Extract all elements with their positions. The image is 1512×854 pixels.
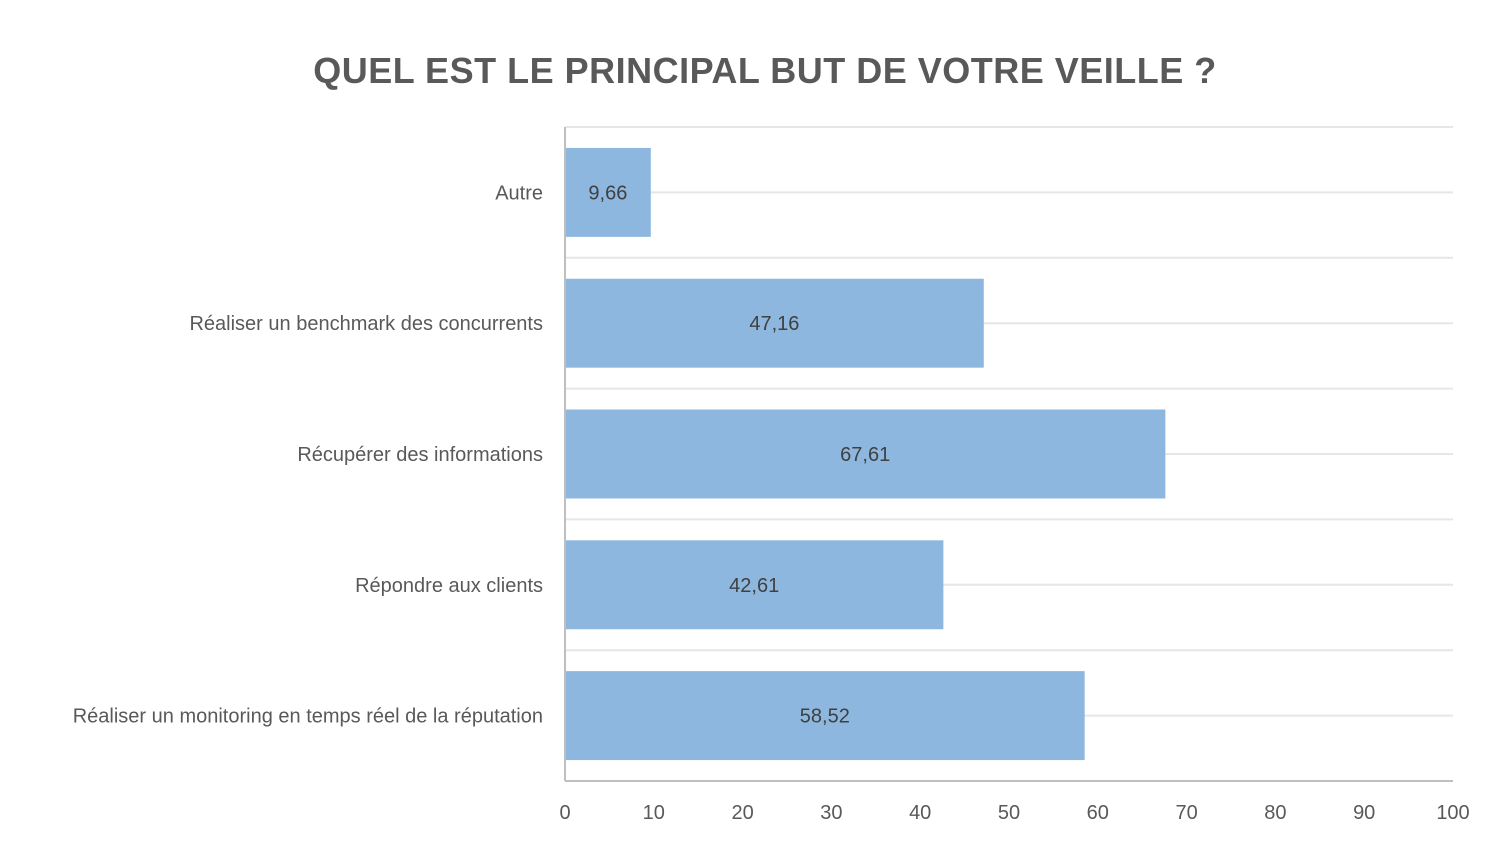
- data-label: 58,52: [800, 706, 850, 728]
- x-tick-label: 10: [643, 802, 665, 824]
- data-label: 67,61: [840, 444, 890, 466]
- axes: [564, 127, 1453, 782]
- bar: [565, 540, 944, 630]
- data-label: 42,61: [729, 575, 779, 597]
- x-tick-label: 20: [731, 802, 753, 824]
- bar: [565, 278, 984, 368]
- x-tick-label: 80: [1264, 802, 1286, 824]
- x-tick-label: 40: [909, 802, 931, 824]
- x-tick-label: 70: [1175, 802, 1197, 824]
- bar: [565, 409, 1166, 499]
- x-tick-label: 90: [1353, 802, 1375, 824]
- x-tick-label: 0: [559, 802, 570, 824]
- category-label: Récupérer des informations: [297, 444, 543, 466]
- category-label: Autre: [495, 182, 543, 204]
- labels: Autre Réaliser un benchmark des concurren…: [73, 182, 1470, 824]
- x-tick-label: 50: [998, 802, 1020, 824]
- x-tick-label: 60: [1087, 802, 1109, 824]
- category-label: Réaliser un monitoring en temps réel de …: [73, 706, 543, 728]
- bars: [565, 147, 1166, 761]
- chart-title: QUEL EST LE PRINCIPAL BUT DE VOTRE VEILL…: [313, 50, 1217, 91]
- bar: [565, 147, 651, 237]
- data-label: 47,16: [749, 313, 799, 335]
- x-tick-label: 30: [820, 802, 842, 824]
- x-tick-label: 100: [1436, 802, 1469, 824]
- category-label: Réaliser un benchmark des concurrents: [189, 313, 543, 335]
- bar: [565, 671, 1085, 761]
- data-label: 9,66: [588, 182, 627, 204]
- category-label: Répondre aux clients: [355, 575, 543, 597]
